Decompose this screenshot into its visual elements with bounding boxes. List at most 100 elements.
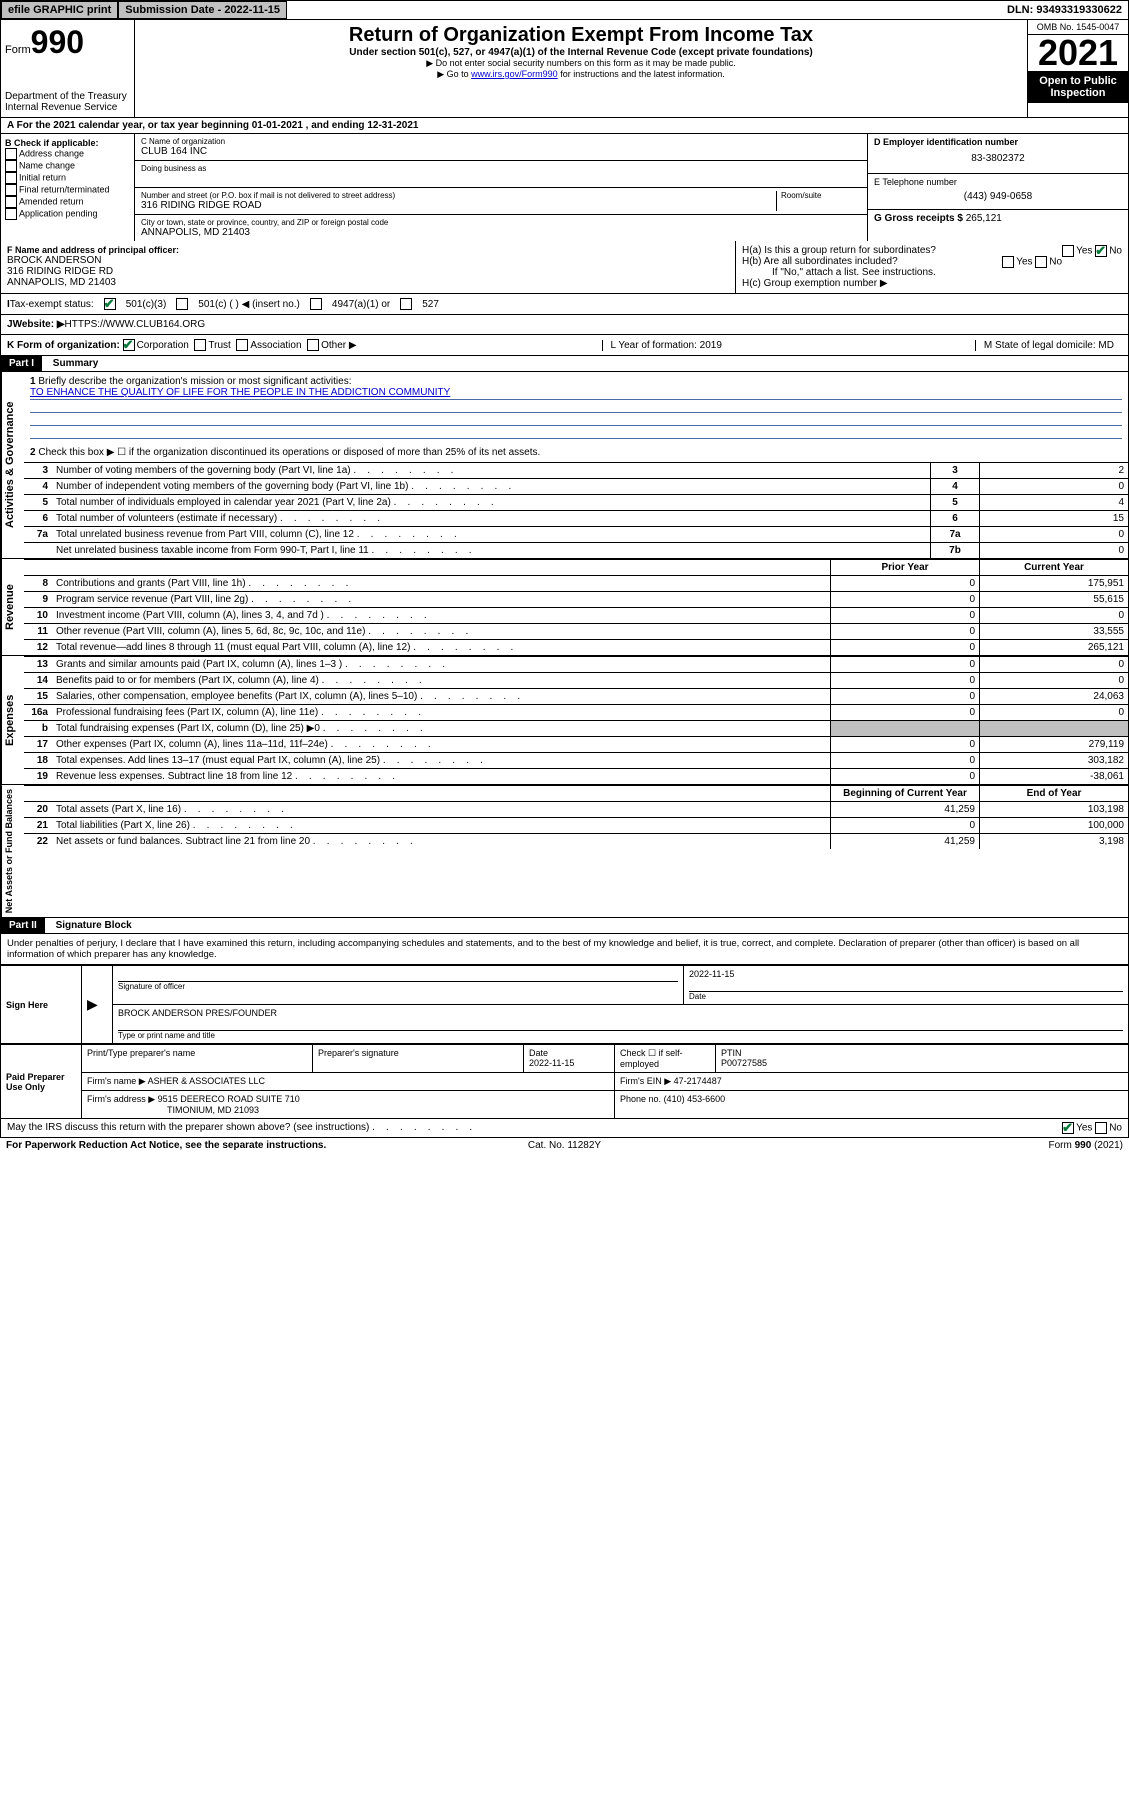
discuss-yes[interactable] <box>1062 1122 1074 1134</box>
column-b: B Check if applicable: Address change Na… <box>1 134 135 241</box>
table-row: 9Program service revenue (Part VIII, lin… <box>24 592 1128 608</box>
dept-label: Department of the Treasury <box>5 91 130 102</box>
ha-yes[interactable] <box>1062 245 1074 257</box>
paid-prep-label: Paid Preparer Use Only <box>1 1045 82 1119</box>
header-right: OMB No. 1545-0047 2021 Open to Public In… <box>1027 20 1128 117</box>
chk-amended[interactable]: Amended return <box>5 196 130 208</box>
exp-table: 13Grants and similar amounts paid (Part … <box>24 656 1128 784</box>
sign-date-val: 2022-11-15 <box>689 969 1123 979</box>
table-row: Net unrelated business taxable income fr… <box>24 543 1128 559</box>
expenses-section: Expenses 13Grants and similar amounts pa… <box>0 656 1129 785</box>
table-row: 4Number of independent voting members of… <box>24 479 1128 495</box>
officer-box: F Name and address of principal officer:… <box>1 241 736 293</box>
table-row: 10Investment income (Part VIII, column (… <box>24 608 1128 624</box>
prep-name-hdr: Print/Type preparer's name <box>82 1045 313 1073</box>
entity-grid: B Check if applicable: Address change Na… <box>0 134 1129 241</box>
sign-here-label: Sign Here <box>1 966 82 1044</box>
ein-label: D Employer identification number <box>874 137 1122 147</box>
hb-yes[interactable] <box>1002 256 1014 268</box>
header-center: Return of Organization Exempt From Incom… <box>135 20 1027 117</box>
irs-link[interactable]: www.irs.gov/Form990 <box>471 69 558 79</box>
dba-label: Doing business as <box>141 164 861 173</box>
firm-ein: 47-2174487 <box>674 1076 722 1086</box>
table-row: 16aProfessional fundraising fees (Part I… <box>24 705 1128 721</box>
line2-text: Check this box ▶ ☐ if the organization d… <box>38 447 540 458</box>
table-row: 17Other expenses (Part IX, column (A), l… <box>24 737 1128 753</box>
table-row: 13Grants and similar amounts paid (Part … <box>24 657 1128 673</box>
chk-name[interactable]: Name change <box>5 160 130 172</box>
table-row: 11Other revenue (Part VIII, column (A), … <box>24 624 1128 640</box>
officer-typed-name: BROCK ANDERSON PRES/FOUNDER <box>118 1008 1123 1018</box>
net-table: Beginning of Current YearEnd of Year 20T… <box>24 785 1128 849</box>
officer-addr2: ANNAPOLIS, MD 21403 <box>7 277 729 288</box>
mission-box: 1 Briefly describe the organization's mi… <box>24 372 1128 443</box>
city-state-zip: ANNAPOLIS, MD 21403 <box>141 227 861 238</box>
row-a-period: A For the 2021 calendar year, or tax yea… <box>0 118 1129 134</box>
prep-date-lbl: Date <box>529 1048 548 1058</box>
h-box: H(a) Is this a group return for subordin… <box>736 241 1128 293</box>
firm-name-lbl: Firm's name ▶ <box>87 1076 146 1086</box>
mission-text[interactable]: TO ENHANCE THE QUALITY OF LIFE FOR THE P… <box>30 387 450 398</box>
prep-date: 2022-11-15 <box>529 1058 574 1068</box>
chk-corp[interactable] <box>123 339 135 351</box>
chk-other[interactable] <box>307 339 319 351</box>
table-row: 6Total number of volunteers (estimate if… <box>24 511 1128 527</box>
chk-initial[interactable]: Initial return <box>5 172 130 184</box>
part1-title: Summary <box>45 356 107 371</box>
sign-date-label: Date <box>689 991 1123 1001</box>
city-label: City or town, state or province, country… <box>141 218 861 227</box>
line1-num: 1 <box>30 376 36 387</box>
chk-501c3[interactable] <box>104 298 116 310</box>
officer-name: BROCK ANDERSON <box>7 255 729 266</box>
chk-4947[interactable] <box>310 298 322 310</box>
table-row: 20Total assets (Part X, line 16)41,25910… <box>24 802 1128 818</box>
firm-name: ASHER & ASSOCIATES LLC <box>148 1076 265 1086</box>
discuss-no[interactable] <box>1095 1122 1107 1134</box>
chk-address[interactable]: Address change <box>5 148 130 160</box>
tax-year: 2021 <box>1028 35 1128 71</box>
chk-assoc[interactable] <box>236 339 248 351</box>
col-b-title: B Check if applicable: <box>5 138 130 148</box>
k-label: K Form of organization: <box>7 340 120 351</box>
form-note-ssn: ▶ Do not enter social security numbers o… <box>139 58 1023 69</box>
officer-h-row: F Name and address of principal officer:… <box>0 241 1129 294</box>
status-label: Tax-exempt status: <box>10 299 94 310</box>
table-row: 8Contributions and grants (Part VIII, li… <box>24 576 1128 592</box>
firm-addr1: 9515 DEERECO ROAD SUITE 710 <box>158 1094 300 1104</box>
ha-no[interactable] <box>1095 245 1107 257</box>
chk-pending[interactable]: Application pending <box>5 208 130 220</box>
part1-bar: Part I Summary <box>0 356 1129 372</box>
ein-value: 83-3802372 <box>874 147 1122 170</box>
current-hdr: Current Year <box>980 560 1129 576</box>
end-hdr: End of Year <box>980 786 1129 802</box>
form-title: Return of Organization Exempt From Incom… <box>139 24 1023 47</box>
self-emp-check[interactable]: Check ☐ if self-employed <box>615 1045 716 1073</box>
efile-button[interactable]: efile GRAPHIC print <box>1 1 118 19</box>
table-row: 12Total revenue—add lines 8 through 11 (… <box>24 640 1128 656</box>
chk-501c[interactable] <box>176 298 188 310</box>
ptin-val: P00727585 <box>721 1058 767 1068</box>
hb-no[interactable] <box>1035 256 1047 268</box>
form-ref: Form 990 (2021) <box>751 1140 1123 1151</box>
form-subtitle: Under section 501(c), 527, or 4947(a)(1)… <box>139 47 1023 58</box>
chk-final[interactable]: Final return/terminated <box>5 184 130 196</box>
discuss-row: May the IRS discuss this return with the… <box>0 1119 1129 1138</box>
firm-addr-lbl: Firm's address ▶ <box>87 1094 155 1104</box>
table-row: 14Benefits paid to or for members (Part … <box>24 673 1128 689</box>
activities-section: Activities & Governance 1 Briefly descri… <box>0 372 1129 559</box>
vert-net: Net Assets or Fund Balances <box>1 785 24 917</box>
table-row: 7aTotal unrelated business revenue from … <box>24 527 1128 543</box>
irs-label: Internal Revenue Service <box>5 102 130 113</box>
firm-ein-lbl: Firm's EIN ▶ <box>620 1076 671 1086</box>
form-prefix: Form <box>5 44 31 56</box>
l-year: L Year of formation: 2019 <box>602 340 730 351</box>
table-row: 15Salaries, other compensation, employee… <box>24 689 1128 705</box>
submission-date: Submission Date - 2022-11-15 <box>118 1 287 19</box>
typed-label: Type or print name and title <box>118 1030 1123 1040</box>
chk-527[interactable] <box>400 298 412 310</box>
chk-trust[interactable] <box>194 339 206 351</box>
ha-label: H(a) Is this a group return for subordin… <box>742 245 936 256</box>
street-address: 316 RIDING RIDGE ROAD <box>141 200 776 211</box>
website-label: Website: ▶ <box>13 319 65 330</box>
part2-title: Signature Block <box>48 918 140 933</box>
